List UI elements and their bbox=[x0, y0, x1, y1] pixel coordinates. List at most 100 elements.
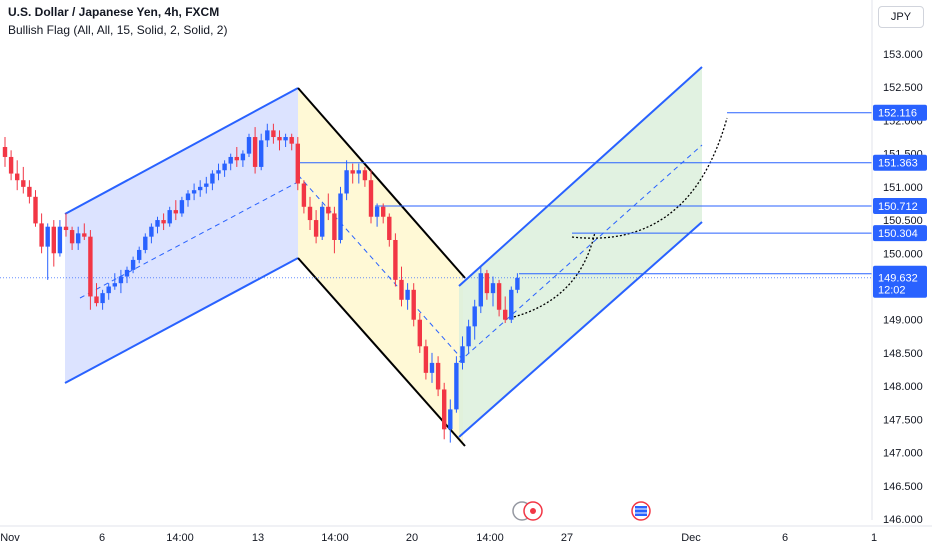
event-markers[interactable] bbox=[512, 501, 651, 521]
current-price-badge bbox=[873, 269, 927, 298]
candle-body bbox=[484, 273, 490, 294]
price-tick-label: 146.500 bbox=[883, 481, 923, 493]
time-tick-label: 27 bbox=[561, 532, 573, 544]
indicator-legend[interactable]: Bullish Flag (All, All, 15, Solid, 2, So… bbox=[8, 23, 228, 37]
candle bbox=[478, 266, 483, 314]
candle-body bbox=[82, 233, 87, 237]
candle bbox=[405, 283, 410, 310]
candle-body bbox=[130, 259, 136, 270]
candle bbox=[515, 273, 520, 294]
candle-body bbox=[356, 170, 361, 174]
candle bbox=[381, 203, 386, 224]
candle bbox=[448, 399, 453, 443]
candle bbox=[222, 160, 227, 177]
candle bbox=[442, 382, 447, 440]
candle-body bbox=[344, 170, 349, 194]
candle bbox=[295, 137, 300, 191]
candle bbox=[88, 230, 93, 310]
time-tick-label: 14:00 bbox=[166, 532, 194, 544]
candle bbox=[204, 176, 209, 194]
candle-body bbox=[76, 233, 81, 244]
price-level-label: 151.363 bbox=[873, 154, 927, 171]
candle bbox=[454, 356, 459, 413]
current-price-time: 12:02 bbox=[878, 285, 906, 297]
candle bbox=[118, 269, 124, 294]
price-badge-value: 151.363 bbox=[878, 158, 918, 170]
candle-body bbox=[503, 309, 508, 320]
candle bbox=[356, 163, 361, 184]
candle-body bbox=[118, 276, 124, 284]
candle-body bbox=[490, 283, 496, 294]
candle bbox=[2, 137, 8, 167]
price-axis: 146.000 146.500 147.000 147.500 148.000 148.5… bbox=[0, 0, 932, 527]
candle-body bbox=[429, 362, 435, 373]
economic-event-icon[interactable] bbox=[523, 501, 543, 521]
candles bbox=[2, 123, 520, 443]
candle-body bbox=[338, 193, 343, 240]
candle-body bbox=[448, 409, 453, 430]
time-tick-label: 6 bbox=[99, 532, 105, 544]
candle bbox=[271, 123, 276, 144]
candle-body bbox=[222, 163, 227, 171]
candle bbox=[155, 216, 160, 234]
flag-channel-fill bbox=[298, 88, 463, 446]
candle bbox=[45, 223, 50, 280]
candle-body bbox=[216, 170, 221, 174]
candle bbox=[344, 160, 349, 201]
candle-body bbox=[191, 190, 197, 194]
candle-body bbox=[88, 236, 93, 297]
price-tick-label: 150.000 bbox=[883, 248, 923, 260]
candle-body bbox=[143, 236, 148, 250]
candle-body bbox=[63, 226, 69, 231]
candle-body bbox=[381, 206, 386, 217]
candle bbox=[490, 276, 496, 307]
candle bbox=[8, 150, 14, 181]
candle bbox=[100, 289, 105, 310]
time-tick-label: 6 bbox=[782, 532, 788, 544]
candle-body bbox=[57, 226, 63, 254]
candle-body bbox=[228, 156, 233, 164]
candle bbox=[69, 226, 75, 250]
candle-body bbox=[399, 279, 404, 300]
candle-body bbox=[33, 196, 38, 224]
candle bbox=[33, 190, 38, 227]
candle-body bbox=[301, 183, 307, 207]
candle-body bbox=[252, 137, 258, 167]
candle bbox=[460, 336, 465, 370]
candle bbox=[368, 170, 374, 224]
candle bbox=[423, 339, 429, 380]
candle-body bbox=[326, 206, 331, 214]
price-tick-label: 152.500 bbox=[883, 82, 923, 94]
candle-body bbox=[478, 273, 483, 307]
candle-body bbox=[185, 193, 191, 201]
candle-body bbox=[198, 186, 203, 191]
candle bbox=[228, 153, 233, 171]
price-tick-label: 147.000 bbox=[883, 448, 923, 460]
candle-body bbox=[155, 220, 160, 227]
candle bbox=[320, 203, 325, 240]
candle bbox=[112, 273, 117, 290]
price-tick-label: 151.000 bbox=[883, 182, 923, 194]
candle-body bbox=[442, 389, 447, 430]
candle-body bbox=[417, 319, 422, 347]
candle-body bbox=[295, 143, 300, 184]
candle-body bbox=[246, 137, 252, 154]
time-tick-label: Nov bbox=[0, 532, 20, 544]
price-badge-value: 150.304 bbox=[878, 228, 918, 240]
candle-body bbox=[320, 206, 325, 237]
pole-upper-line bbox=[64, 87, 299, 215]
candle bbox=[198, 180, 203, 197]
candle bbox=[362, 166, 368, 187]
candle-body bbox=[167, 210, 172, 224]
us-flag-event-icon[interactable] bbox=[631, 501, 651, 521]
candle bbox=[417, 313, 422, 353]
candle bbox=[94, 283, 99, 307]
currency-button[interactable]: JPY bbox=[878, 6, 924, 28]
candle-body bbox=[496, 283, 502, 310]
candle-body bbox=[94, 296, 99, 304]
candle-body bbox=[307, 206, 313, 221]
candle-body bbox=[8, 156, 14, 174]
candle-body bbox=[411, 289, 416, 320]
